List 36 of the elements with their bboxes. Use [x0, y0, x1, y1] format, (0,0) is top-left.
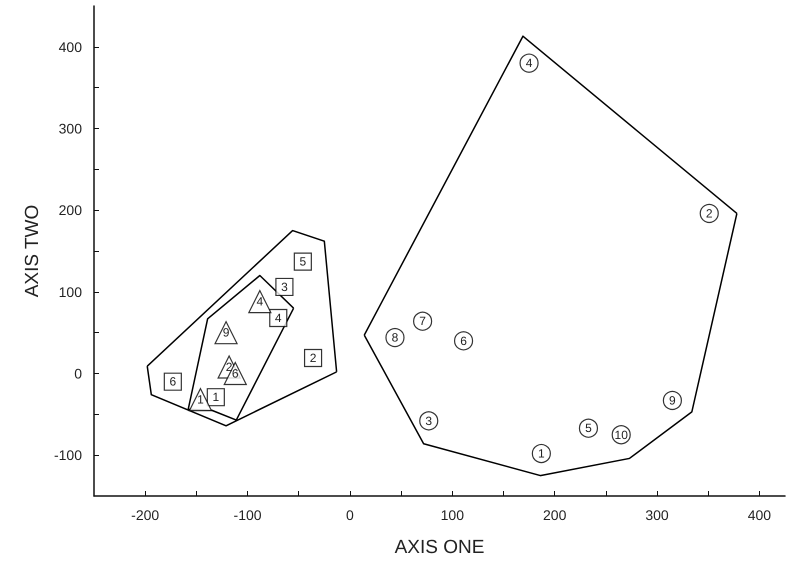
- x-tick-label: 300: [645, 507, 669, 523]
- annotation: 1: [197, 392, 204, 407]
- annotation: 7: [419, 314, 426, 328]
- annotation: 9: [222, 326, 230, 340]
- y-tick-label: 300: [58, 120, 82, 136]
- x-axis-title: AXIS ONE: [394, 537, 484, 558]
- y-tick-label: 0: [74, 366, 82, 382]
- annotation: 6: [169, 374, 176, 389]
- annotation: 3: [281, 280, 288, 294]
- annotation: 2: [706, 206, 713, 220]
- annotation: 2: [310, 350, 317, 365]
- y-tick-label: -100: [54, 447, 82, 464]
- annotation: 3: [425, 414, 432, 428]
- annotation: 1: [538, 446, 546, 461]
- annotation: 5: [585, 421, 592, 436]
- annotation: 6: [232, 366, 239, 380]
- annotation: 1: [212, 390, 220, 404]
- y-tick-label: 400: [58, 38, 82, 55]
- annotation: 6: [460, 334, 468, 348]
- x-tick-label: 200: [542, 507, 567, 523]
- annotation: 4: [526, 56, 533, 70]
- annotation: 4: [256, 294, 264, 309]
- y-tick-label: 200: [58, 202, 82, 218]
- x-tick-label: -100: [234, 507, 262, 523]
- annotation: 10: [614, 428, 628, 442]
- annotation: 5: [299, 254, 306, 269]
- annotation: 9: [669, 393, 676, 408]
- annotation: 4: [274, 310, 282, 325]
- x-tick-label: 400: [748, 507, 772, 523]
- x-tick-label: -200: [131, 507, 160, 523]
- annotation: 8: [392, 330, 399, 345]
- y-tick-label: 100: [58, 284, 82, 300]
- x-tick-label: 0: [346, 507, 354, 523]
- x-tick-label: 100: [440, 507, 464, 523]
- y-axis-title: AXIS TWO: [22, 204, 43, 298]
- annotation: 2: [226, 360, 233, 374]
